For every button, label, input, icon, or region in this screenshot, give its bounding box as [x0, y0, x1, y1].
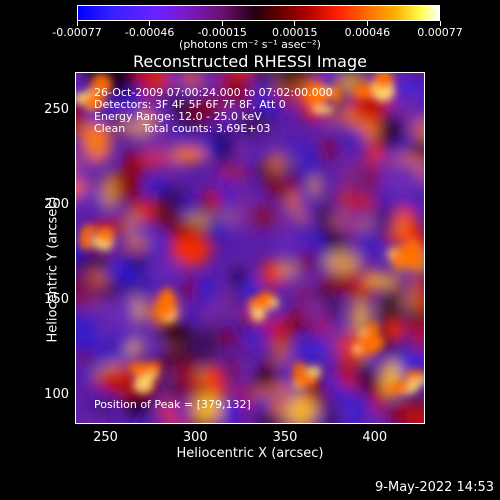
clean-counts: Clean Total counts: 3.69E+03: [94, 122, 271, 135]
y-tick-label: 200: [44, 197, 69, 213]
x-axis-label: Heliocentric X (arcsec): [176, 446, 324, 461]
x-tick-label: 300: [182, 430, 208, 445]
colorbar-tick: [439, 21, 441, 26]
heatmap: [76, 73, 424, 423]
x-tick-label: 350: [272, 430, 298, 445]
colorbar-tick-label: -0.00046: [124, 26, 175, 39]
colorbar-tick-label: 0.00046: [344, 26, 391, 39]
colorbar-tick: [221, 21, 223, 26]
colorbar-tick-label: -0.00077: [52, 26, 102, 39]
colorbar: [77, 5, 440, 21]
colorbar-tick: [76, 21, 78, 26]
rhessi-image: 26-Oct-2009 07:00:24.000 to 07:02:00.000…: [75, 72, 425, 424]
y-tick-label: 150: [44, 292, 69, 308]
y-tick-label: 250: [44, 102, 69, 118]
datestamp: 9-May-2022 14:53: [375, 480, 494, 495]
peak-position: Position of Peak = [379,132]: [94, 398, 251, 411]
y-axis-label: Heliocentric Y (arcsec): [45, 196, 61, 343]
colorbar-tick: [149, 21, 151, 26]
time-range: 26-Oct-2009 07:00:24.000 to 07:02:00.000: [94, 86, 333, 99]
y-tick-label: 100: [44, 387, 69, 403]
colorbar-tick: [294, 21, 296, 26]
colorbar-tick-label: 0.00015: [272, 26, 318, 39]
colorbar-tick-label: -0.00015: [197, 26, 247, 39]
colorbar-units: (photons cm⁻² s⁻¹ asec⁻²): [179, 38, 321, 51]
plot-title: Reconstructed RHESSI Image: [133, 52, 367, 71]
x-tick-label: 250: [93, 430, 118, 445]
energy-range: Energy Range: 12.0 - 25.0 keV: [94, 110, 262, 123]
colorbar-tick: [366, 21, 368, 26]
detectors: Detectors: 3F 4F 5F 6F 7F 8F, Att 0: [94, 98, 286, 111]
x-tick-label: 400: [362, 430, 388, 445]
colorbar-tick-label: 0.00077: [417, 26, 463, 39]
